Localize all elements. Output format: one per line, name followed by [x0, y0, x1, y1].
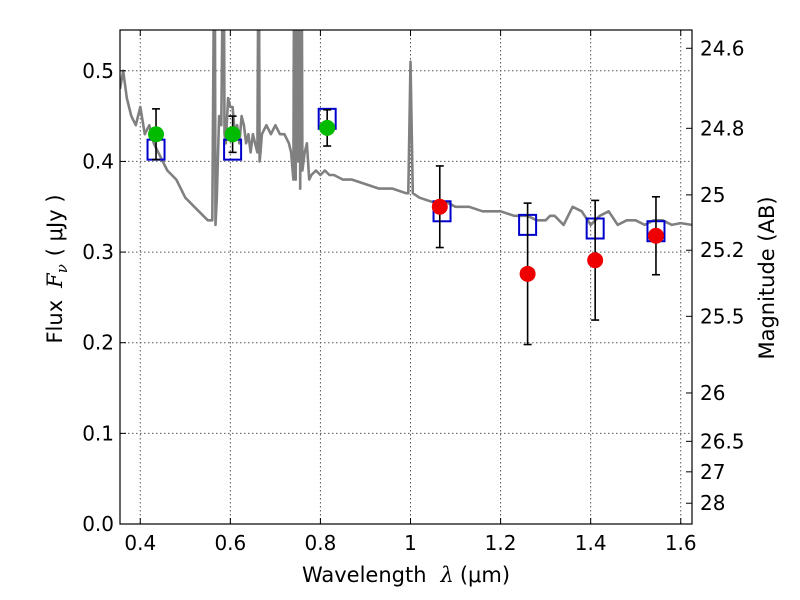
- y-tick-label: 0.3: [82, 240, 114, 264]
- photometry-point: [224, 126, 241, 143]
- mag-tick-label: 27: [700, 460, 725, 484]
- y-tick-label: 0.2: [82, 331, 114, 355]
- mag-tick-label: 25.5: [700, 304, 745, 328]
- x-tick-label: 0.8: [305, 531, 337, 555]
- y-tick-label: 0.0: [82, 512, 114, 536]
- x-tick-label: 0.4: [124, 531, 156, 555]
- y-axis-label: FluxFν( μJy ): [43, 194, 71, 343]
- x-tick-label: 0.6: [214, 531, 246, 555]
- axis-ticks: 0.4 0.6 0.8 1 1.2 1.4 1.6 0.0 0.1 0.2 0.3 0.4 0.5 24.…: [82, 30, 745, 555]
- y-tick-label: 0.5: [82, 59, 114, 83]
- model-spectrum-line: [120, 30, 692, 227]
- mag-tick-label: 26: [700, 381, 725, 405]
- mag-tick-label: 24.8: [700, 116, 745, 140]
- x-tick-label: 1.4: [575, 531, 607, 555]
- x-tick-label: 1: [404, 531, 417, 555]
- x-tick-label: 1.6: [665, 531, 697, 555]
- photometry-point: [519, 265, 536, 282]
- model-spectrum-layer: [120, 30, 692, 227]
- photometry-point: [431, 198, 448, 215]
- mag-tick-label: 25: [700, 183, 725, 207]
- photometry-point: [647, 227, 664, 244]
- mag-tick-label: 28: [700, 491, 725, 515]
- magnitude-axis-label: Magnitude (AB): [755, 196, 779, 359]
- mag-tick-label: 25.2: [700, 238, 745, 262]
- grid-lines: [120, 30, 692, 525]
- mag-tick-label: 24.6: [700, 36, 745, 60]
- x-tick-label: 1.2: [485, 531, 517, 555]
- y-tick-label: 0.1: [82, 421, 114, 445]
- y-tick-label: 0.4: [82, 149, 114, 173]
- photometry-point: [148, 126, 165, 143]
- photometry-point: [587, 252, 604, 269]
- mag-tick-label: 26.5: [700, 429, 745, 453]
- data-markers-layer: [146, 107, 666, 346]
- photometry-point: [319, 119, 336, 136]
- x-axis-label: Wavelength λ (μm): [302, 563, 510, 587]
- plot-frame: [119, 29, 693, 525]
